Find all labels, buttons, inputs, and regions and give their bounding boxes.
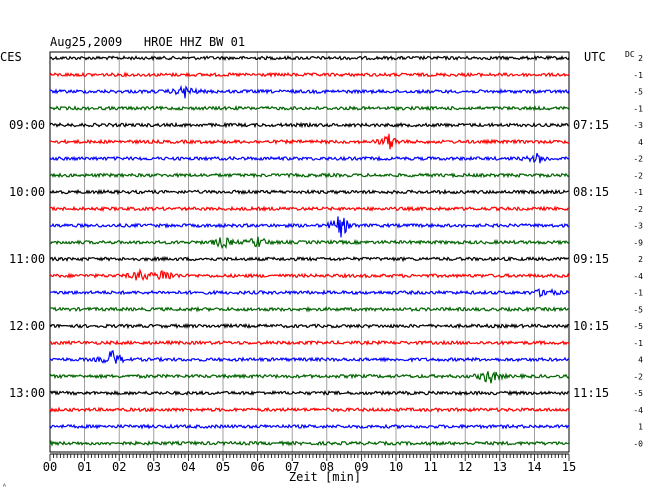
trace-row-6 <box>49 133 570 150</box>
x-tick-label: 09 <box>354 460 368 474</box>
dc-offset-value: -5 <box>633 88 643 97</box>
left-time-label: 10:00 <box>9 185 45 199</box>
trace-row-2 <box>49 71 570 79</box>
trace-row-20 <box>49 371 570 384</box>
trace-row-23 <box>49 423 570 430</box>
right-time-label: 08:15 <box>573 185 609 199</box>
x-tick-label: 14 <box>527 460 541 474</box>
dc-offset-value: -3 <box>633 121 643 130</box>
trace-row-12 <box>49 236 570 250</box>
dc-offset-value: -2 <box>633 155 643 164</box>
trace-row-13 <box>49 255 570 263</box>
traces-layer <box>49 55 570 447</box>
dc-offset-value: -2 <box>633 205 643 214</box>
trace-row-7 <box>49 152 570 164</box>
trace-row-22 <box>49 406 570 413</box>
x-tick-label: 10 <box>389 460 403 474</box>
time-labels-layer: 09:00 10:00 11:00 12:00 13:00 07:15 08:15 09:15… <box>9 54 643 448</box>
left-time-label: 13:00 <box>9 386 45 400</box>
x-tick-label: 11 <box>423 460 437 474</box>
trace-row-4 <box>49 104 570 112</box>
x-axis-ticks: 00 01 02 03 04 05 06 07 08 09 10 11 12 13 14 15 <box>43 453 576 474</box>
trace-row-3 <box>49 84 570 99</box>
right-time-label: 07:15 <box>573 118 609 132</box>
trace-row-10 <box>49 205 570 213</box>
dc-offset-value: -3 <box>633 222 643 231</box>
trace-row-19 <box>49 350 570 364</box>
x-tick-label: 13 <box>493 460 507 474</box>
right-time-label: 11:15 <box>573 386 609 400</box>
grid-layer <box>49 51 570 453</box>
trace-row-8 <box>49 172 570 179</box>
x-axis-label: Zeit [min] <box>289 470 361 484</box>
trace-row-17 <box>49 322 570 330</box>
x-tick-label: 12 <box>458 460 472 474</box>
x-tick-label: 06 <box>250 460 264 474</box>
dc-offset-value: -1 <box>633 188 643 197</box>
dc-offset-value: -0 <box>633 439 643 448</box>
trace-row-15 <box>49 287 570 298</box>
dc-offset-value: -2 <box>633 171 643 180</box>
x-tick-label: 04 <box>181 460 195 474</box>
right-timezone-label: UTC <box>584 50 606 64</box>
dc-offset-value: -1 <box>633 71 643 80</box>
corner-mark: ᴬ <box>2 482 7 491</box>
dc-offset-value: -4 <box>633 406 643 415</box>
trace-row-9 <box>49 188 570 196</box>
dc-offset-value: -1 <box>633 289 643 298</box>
trace-row-24 <box>49 439 570 447</box>
x-tick-label: 00 <box>43 460 57 474</box>
left-time-label: 09:00 <box>9 118 45 132</box>
x-tick-label: 05 <box>216 460 230 474</box>
trace-row-5 <box>49 121 569 129</box>
dc-offset-value: -5 <box>633 389 643 398</box>
left-time-label: 12:00 <box>9 319 45 333</box>
left-timezone-label: CES <box>0 50 22 64</box>
dc-offset-value: -5 <box>633 305 643 314</box>
dc-offset-value: -4 <box>633 272 643 281</box>
dc-offset-header: DC <box>625 50 635 59</box>
dc-offset-value: 2 <box>638 54 643 63</box>
trace-row-16 <box>49 305 570 313</box>
trace-row-21 <box>49 389 570 397</box>
dc-offset-value: 1 <box>638 423 643 432</box>
x-tick-label: 08 <box>320 460 334 474</box>
dc-offset-value: -5 <box>633 322 643 331</box>
dc-offset-value: 4 <box>638 356 643 365</box>
dc-offset-value: -9 <box>633 238 643 247</box>
dc-offset-value: -2 <box>633 372 643 381</box>
x-tick-label: 15 <box>562 460 576 474</box>
chart-title: Aug25,2009 HROE HHZ BW 01 <box>50 35 245 49</box>
x-tick-label: 01 <box>77 460 91 474</box>
trace-row-1 <box>49 55 570 62</box>
trace-row-11 <box>49 216 570 238</box>
left-time-label: 11:00 <box>9 252 45 266</box>
dc-offset-value: 4 <box>638 138 643 147</box>
plot-frame <box>49 51 570 453</box>
dc-offset-value: -1 <box>633 104 643 113</box>
dc-offset-value: -1 <box>633 339 643 348</box>
trace-row-18 <box>49 339 570 346</box>
x-tick-label: 03 <box>147 460 161 474</box>
dc-offset-value: 2 <box>638 255 643 264</box>
x-tick-label: 07 <box>285 460 299 474</box>
right-time-label: 09:15 <box>573 252 609 266</box>
x-tick-label: 02 <box>112 460 126 474</box>
trace-row-14 <box>49 268 570 282</box>
right-time-label: 10:15 <box>573 319 609 333</box>
